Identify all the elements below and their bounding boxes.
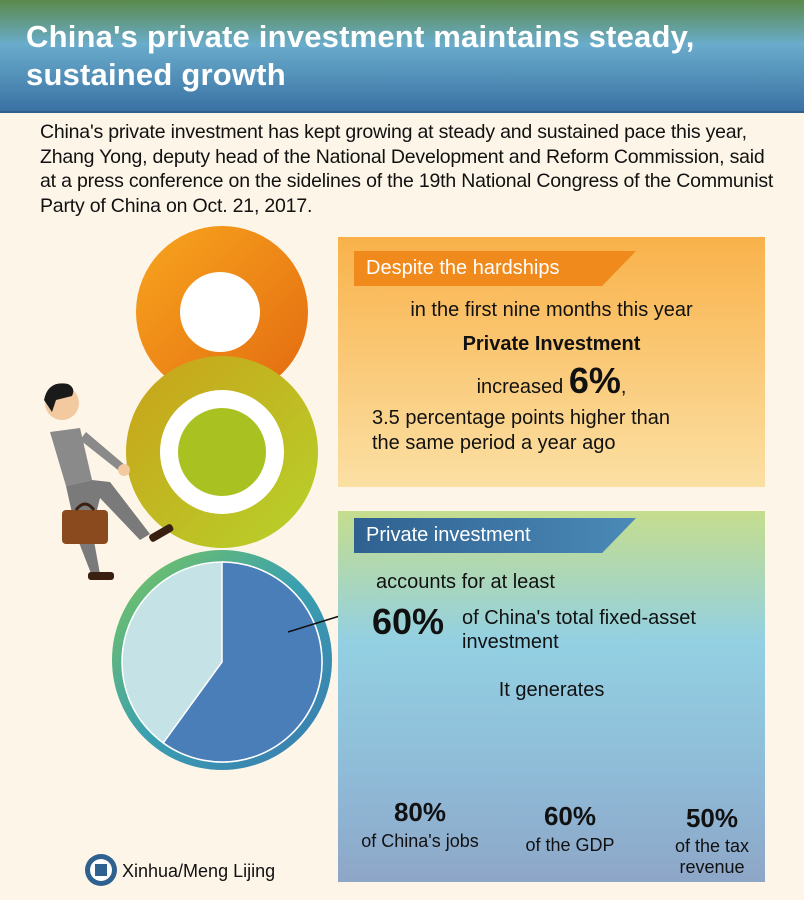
businessman-icon (44, 383, 174, 580)
jobs-value: 80% (393, 797, 447, 827)
private-investment-panel: Private investment accounts for at least… (338, 511, 765, 882)
share-pie-main-slice (162, 561, 323, 763)
period-text: in the first nine months this year (410, 299, 693, 321)
share-text-2: investment (462, 631, 559, 653)
hardships-banner: Despite the hardships (354, 251, 636, 286)
comparison-line2: the same period a year ago (372, 432, 616, 454)
share-text-1: of China's total fixed-asset (462, 607, 696, 629)
private-investment-heading: Private Investment (462, 333, 641, 355)
private-investment-banner: Private investment (354, 518, 636, 553)
header: China's private investment maintains ste… (0, 0, 804, 113)
accounts-text: accounts for at least (376, 571, 555, 593)
comma: , (620, 376, 627, 398)
gdp-label: of the GDP (525, 835, 615, 855)
comparison-line1: 3.5 percentage points higher than (372, 407, 670, 429)
jobs-label: of China's jobs (361, 831, 479, 851)
share-pie (121, 561, 323, 763)
tax-value: 50% (685, 803, 739, 833)
page-title: China's private investment maintains ste… (26, 19, 695, 92)
xinhua-logo-icon (85, 854, 117, 886)
increased-label: increased (476, 376, 564, 398)
tax-label: of the tax revenue (674, 836, 750, 877)
credit: Xinhua/Meng Lijing (122, 861, 276, 881)
intro-text: China's private investment has kept grow… (40, 121, 774, 217)
hardships-panel: Despite the hardships in the first nine … (338, 237, 765, 487)
generates-text: It generates (498, 679, 605, 701)
growth-value: 6% (568, 360, 621, 401)
gdp-value: 60% (543, 801, 597, 831)
share-value: 60% (372, 601, 445, 642)
